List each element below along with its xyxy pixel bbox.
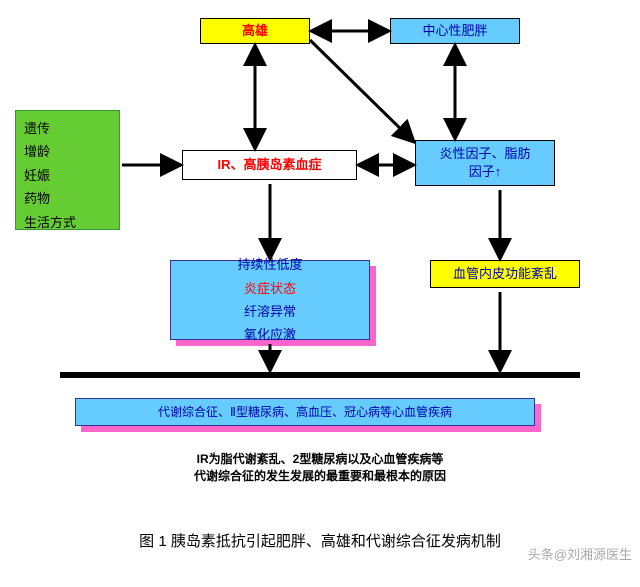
inflammatory-factors-line-0: 炎性因子、脂肪 bbox=[439, 145, 530, 163]
footnote-line-1: IR为脂代谢紊乱、2型糖尿病以及心血管疾病等 bbox=[0, 450, 640, 467]
node-endothelial-label: 血管内皮功能紊乱 bbox=[453, 265, 557, 283]
inflammation-line-2: 氧化应激 bbox=[244, 323, 296, 346]
factor-item-0: 遗传 bbox=[24, 117, 50, 140]
footnote-line-2: 代谢综合征的发生发展的最重要和最根本的原因 bbox=[0, 467, 640, 484]
node-ir: IR、高胰岛素血症 bbox=[182, 150, 357, 180]
node-obesity-label: 中心性肥胖 bbox=[422, 22, 487, 40]
node-ir-label: IR、高胰岛素血症 bbox=[217, 156, 321, 174]
horizontal-bar bbox=[60, 372, 580, 378]
inflammation-line-0a: 持续性低度 bbox=[237, 253, 302, 276]
footnote: IR为脂代谢紊乱、2型糖尿病以及心血管疾病等 代谢综合征的发生发展的最重要和最根… bbox=[0, 450, 640, 484]
node-inflammatory-factors: 炎性因子、脂肪 因子↑ bbox=[415, 140, 555, 186]
node-obesity: 中心性肥胖 bbox=[390, 18, 520, 44]
node-inflammation-state: 持续性低度炎症状态 纤溶异常 氧化应激 bbox=[170, 260, 370, 340]
node-endothelial: 血管内皮功能紊乱 bbox=[430, 260, 580, 288]
factor-item-3: 药物 bbox=[24, 187, 50, 210]
inflammatory-factors-line-1: 因子↑ bbox=[469, 163, 502, 181]
node-gaoxiong-label: 高雄 bbox=[242, 22, 268, 40]
factor-item-4: 生活方式 bbox=[24, 211, 76, 234]
inflammation-line-1: 纤溶异常 bbox=[244, 300, 296, 323]
inflammation-line-0: 持续性低度炎症状态 bbox=[237, 253, 302, 300]
inflammation-line-0b: 炎症状态 bbox=[237, 277, 302, 300]
figure-caption-text: 图 1 胰岛素抵抗引起肥胖、高雄和代谢综合征发病机制 bbox=[139, 533, 501, 550]
factor-item-2: 妊娠 bbox=[24, 164, 50, 187]
factor-item-1: 增龄 bbox=[24, 140, 50, 163]
node-gaoxiong: 高雄 bbox=[200, 18, 310, 44]
watermark-text: 头条@刘湘源医生 bbox=[528, 547, 632, 562]
node-factors: 遗传 增龄 妊娠 药物 生活方式 bbox=[15, 110, 120, 230]
node-diseases: 代谢综合征、Ⅱ型糖尿病、高血压、冠心病等心血管疾病 bbox=[75, 398, 535, 426]
node-diseases-label: 代谢综合征、Ⅱ型糖尿病、高血压、冠心病等心血管疾病 bbox=[158, 404, 452, 421]
watermark: 头条@刘湘源医生 bbox=[528, 544, 632, 563]
